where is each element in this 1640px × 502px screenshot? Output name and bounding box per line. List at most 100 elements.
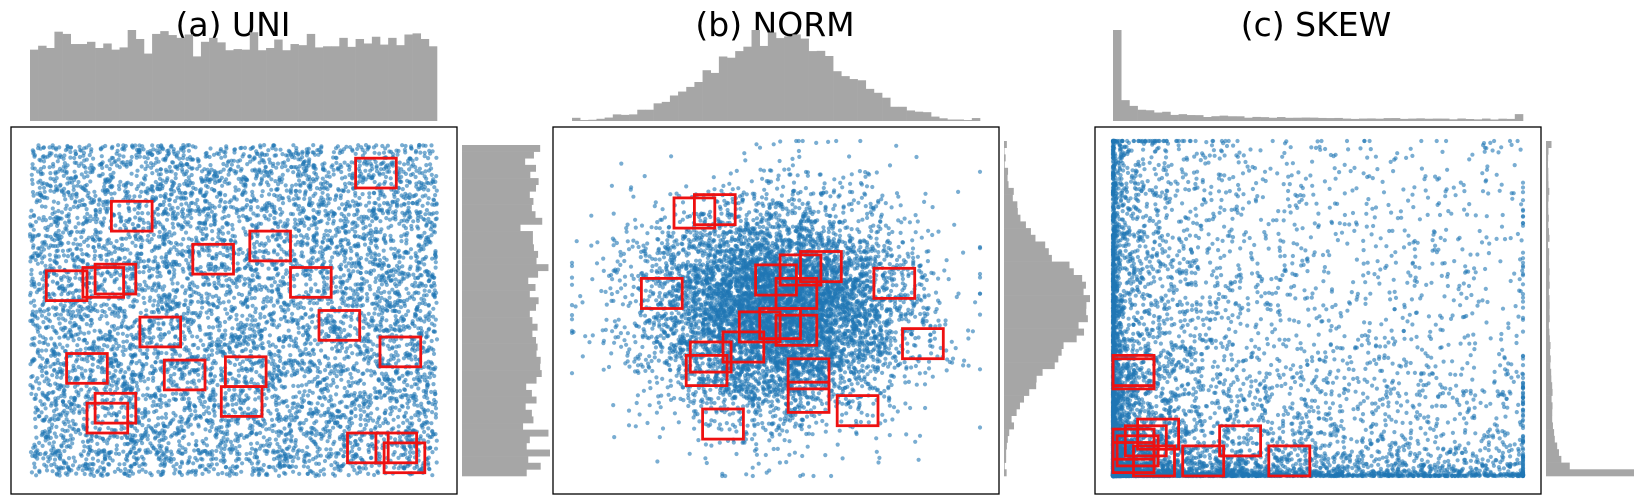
scatter-point: [305, 352, 309, 356]
scatter-point: [156, 470, 160, 474]
scatter-point: [409, 256, 413, 260]
scatter-point: [105, 398, 109, 402]
scatter-point: [321, 191, 325, 195]
scatter-point: [430, 450, 434, 454]
scatter-point: [113, 223, 117, 227]
scatter-point: [70, 441, 74, 445]
scatter-point: [424, 284, 428, 288]
scatter-point: [119, 427, 123, 431]
scatter-point: [285, 189, 289, 193]
scatter-point: [156, 416, 160, 420]
scatter-point: [37, 340, 41, 344]
scatter-point: [296, 384, 300, 388]
scatter-point: [179, 415, 183, 419]
scatter-point: [212, 189, 216, 193]
scatter-point: [123, 256, 127, 260]
scatter-point: [48, 165, 52, 169]
scatter-point: [179, 424, 183, 428]
scatter-point: [334, 285, 338, 289]
scatter-point: [306, 431, 310, 435]
scatter-point: [108, 330, 112, 334]
histogram-bar: [462, 297, 539, 304]
right-histogram-uni: [462, 145, 550, 476]
scatter-point: [74, 377, 78, 381]
scatter-point: [64, 471, 68, 475]
scatter-point: [265, 452, 269, 456]
scatter-point: [302, 197, 306, 201]
scatter-point: [140, 211, 144, 215]
histogram-bar: [462, 211, 536, 218]
histogram-bar: [462, 277, 528, 284]
scatter-point: [349, 257, 353, 261]
histogram-bar: [462, 416, 533, 423]
scatter-point: [377, 457, 381, 461]
scatter-point: [373, 307, 377, 311]
scatter-point: [179, 420, 183, 424]
histogram-bar: [95, 48, 103, 121]
scatter-point: [234, 446, 238, 450]
scatter-point: [370, 464, 374, 468]
scatter-point: [433, 392, 437, 396]
scatter-point: [272, 368, 276, 372]
scatter-point: [115, 239, 119, 243]
scatter-point: [422, 340, 426, 344]
histogram-bar: [462, 450, 550, 457]
scatter-point: [111, 171, 115, 175]
scatter-point: [215, 252, 219, 256]
scatter-point: [223, 411, 227, 415]
scatter-point: [367, 312, 371, 316]
scatter-point: [138, 283, 142, 287]
scatter-point: [74, 272, 78, 276]
scatter-point: [110, 413, 114, 417]
scatter-point: [414, 254, 418, 258]
scatter-point: [227, 317, 231, 321]
scatter-point: [306, 177, 310, 181]
scatter-point: [340, 202, 344, 206]
scatter-point: [103, 310, 107, 314]
scatter-point: [229, 336, 233, 340]
scatter-point: [176, 318, 180, 322]
scatter-point: [198, 464, 202, 468]
scatter-point: [297, 472, 301, 476]
scatter-point: [48, 176, 52, 180]
scatter-point: [332, 150, 336, 154]
scatter-point: [365, 292, 369, 296]
scatter-point: [212, 281, 216, 285]
scatter-point: [294, 243, 298, 247]
scatter-point: [430, 221, 434, 225]
scatter-point: [224, 391, 228, 395]
scatter-point: [78, 348, 82, 352]
histogram-bar: [462, 238, 533, 245]
scatter-point: [116, 332, 120, 336]
scatter-point: [278, 356, 282, 360]
scatter-point: [374, 244, 378, 248]
histogram-bar: [462, 469, 527, 476]
scatter-point: [142, 296, 146, 300]
scatter-point: [191, 461, 195, 465]
scatter-point: [294, 438, 298, 442]
scatter-point: [376, 417, 380, 421]
histogram-bar: [209, 38, 217, 121]
scatter-point: [366, 361, 370, 365]
scatter-point: [286, 168, 290, 172]
histogram-bar: [79, 44, 87, 121]
scatter-point: [76, 180, 80, 184]
scatter-point: [271, 449, 275, 453]
histogram-bar: [364, 43, 372, 121]
histogram-bar: [462, 344, 538, 351]
scatter-point: [62, 274, 66, 278]
scatter-point: [284, 373, 288, 377]
scatter-point: [37, 387, 41, 391]
scatter-point: [158, 432, 162, 436]
scatter-point: [422, 430, 426, 434]
scatter-point: [369, 348, 373, 352]
scatter-point: [434, 255, 438, 259]
scatter-point: [99, 273, 103, 277]
scatter-point: [42, 186, 46, 190]
scatter-point: [89, 324, 93, 328]
scatter-point: [329, 314, 333, 318]
scatter-point: [41, 155, 45, 159]
histogram-bar: [462, 330, 532, 337]
scatter-point: [359, 266, 363, 270]
histogram-bar: [462, 218, 542, 225]
